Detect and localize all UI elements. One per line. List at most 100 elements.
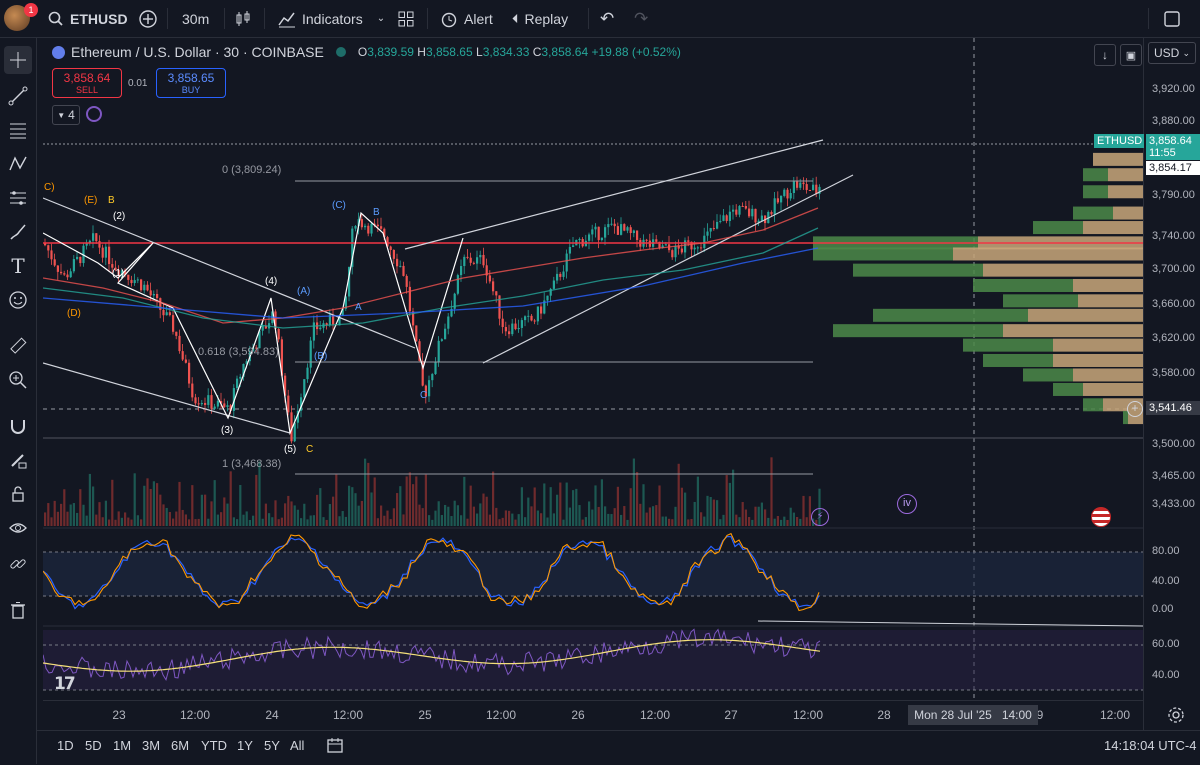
trash-icon[interactable] — [4, 596, 32, 624]
volume-bar — [498, 519, 501, 526]
redo-icon[interactable]: ↷ — [634, 8, 649, 28]
layouts-button[interactable] — [398, 0, 414, 37]
lightning-icon[interactable]: ⚡︎ — [811, 508, 829, 526]
sell-button[interactable]: 3,858.64 SELL — [52, 68, 122, 98]
time-axis[interactable] — [43, 700, 1143, 731]
text-icon[interactable]: T — [11, 254, 25, 278]
candle — [408, 286, 411, 312]
alert-button[interactable]: Alert — [440, 0, 493, 37]
ohlc-low-value: 3,834.33 — [482, 45, 530, 59]
brush-icon[interactable] — [4, 218, 32, 246]
buy-button[interactable]: 3,858.65 BUY — [156, 68, 226, 98]
volume-bar — [783, 516, 786, 526]
range-button-5d[interactable]: 5D — [85, 738, 102, 753]
candle — [44, 243, 47, 246]
indicators-toggle[interactable]: ▼ 4 — [52, 105, 80, 125]
range-button-ytd[interactable]: YTD — [201, 738, 227, 753]
candle — [255, 347, 258, 349]
range-button-6m[interactable]: 6M — [171, 738, 190, 753]
range-button-1m[interactable]: 1M — [113, 738, 132, 753]
zoom-in-icon[interactable] — [4, 366, 32, 394]
fullscreen-button[interactable] — [1163, 0, 1181, 37]
candle — [229, 405, 232, 411]
symbol-description[interactable]: Ethereum / U.S. Dollar · 30 · COINBASE — [71, 44, 324, 60]
volume-bar — [658, 485, 661, 526]
magnet-icon[interactable] — [4, 412, 32, 440]
candle — [376, 224, 379, 227]
maximize-icon[interactable]: ▣ — [1120, 44, 1142, 66]
volume-bar — [754, 506, 757, 526]
volume-bar — [306, 519, 309, 526]
crosshair-icon[interactable] — [4, 46, 32, 74]
range-button-all[interactable]: All — [290, 738, 305, 753]
volume-bar — [799, 518, 802, 526]
candle — [328, 314, 331, 326]
currency-select[interactable]: USD ⌄ — [1148, 42, 1196, 64]
price-axis[interactable] — [1143, 38, 1200, 730]
candle — [79, 256, 82, 264]
price-tick-label: 3,433.00 — [1152, 498, 1195, 510]
chart-type-button[interactable] — [234, 0, 252, 37]
us-flag-icon[interactable] — [1091, 507, 1111, 527]
lock-icon[interactable] — [4, 480, 32, 508]
link-icon[interactable] — [4, 550, 32, 578]
volume-bar — [114, 519, 117, 526]
volume-bar — [792, 512, 795, 526]
event-marker[interactable]: iv — [897, 494, 917, 514]
candle — [220, 401, 223, 404]
pencil-lock-icon[interactable] — [4, 446, 32, 474]
chevron-down-icon: ⌄ — [376, 13, 386, 24]
price-tick-label: 3,920.00 — [1152, 83, 1195, 95]
settings-gear-icon[interactable] — [1167, 706, 1185, 727]
candle — [447, 316, 450, 329]
symbol-search[interactable]: ETHUSD — [48, 0, 128, 37]
candle — [300, 397, 303, 411]
interval-button[interactable]: 30m — [182, 10, 210, 27]
volume-bar — [447, 506, 450, 526]
range-button-1y[interactable]: 1Y — [237, 738, 253, 753]
eye-icon[interactable] — [4, 514, 32, 542]
volume-bar — [293, 505, 296, 526]
forecast-icon[interactable] — [4, 184, 32, 212]
pattern-icon[interactable] — [4, 150, 32, 178]
volume-bar — [463, 476, 466, 526]
fib-retracement-icon[interactable] — [4, 116, 32, 144]
volume-bar — [143, 485, 146, 526]
fib-level-0: 0 (3,809.24) — [222, 164, 282, 176]
replay-button[interactable]: ⏴︎ Replay — [512, 0, 568, 37]
range-button-1d[interactable]: 1D — [57, 738, 74, 753]
candle — [111, 264, 114, 268]
price-chart[interactable] — [43, 38, 1143, 700]
calendar-icon[interactable] — [326, 736, 344, 757]
volume-bar — [748, 516, 751, 526]
candle — [632, 230, 635, 234]
alert-label: Alert — [464, 10, 493, 27]
volume-bar — [213, 480, 216, 526]
clock[interactable]: 14:18:04 UTC-4 — [1104, 738, 1197, 753]
candle — [325, 323, 328, 326]
volume-profile-bar — [853, 263, 983, 277]
trend-line-icon[interactable] — [4, 82, 32, 110]
candle — [588, 234, 591, 241]
range-button-5y[interactable]: 5Y — [264, 738, 280, 753]
volume-bar — [207, 518, 210, 526]
volume-bar — [808, 496, 811, 526]
smiley-icon[interactable] — [4, 286, 32, 314]
add-alert-icon[interactable]: + — [1127, 401, 1143, 417]
volume-bar — [613, 508, 616, 526]
arrow-down-icon[interactable]: ↓ — [1094, 44, 1116, 66]
candle — [578, 239, 581, 241]
indicators-button[interactable]: Indicators ⌄ — [278, 0, 385, 37]
tradingview-logo-icon[interactable]: 17 — [54, 674, 76, 694]
candle — [216, 401, 219, 407]
candle — [818, 186, 821, 194]
range-button-3m[interactable]: 3M — [142, 738, 161, 753]
candle — [69, 271, 72, 278]
volume-bar — [252, 515, 255, 526]
undo-icon[interactable]: ↶ — [600, 8, 615, 28]
compare-button[interactable] — [138, 0, 158, 37]
volume-bars — [44, 457, 821, 526]
eth-logo-icon — [52, 45, 65, 59]
ruler-icon[interactable] — [4, 332, 32, 360]
candle — [677, 245, 680, 249]
